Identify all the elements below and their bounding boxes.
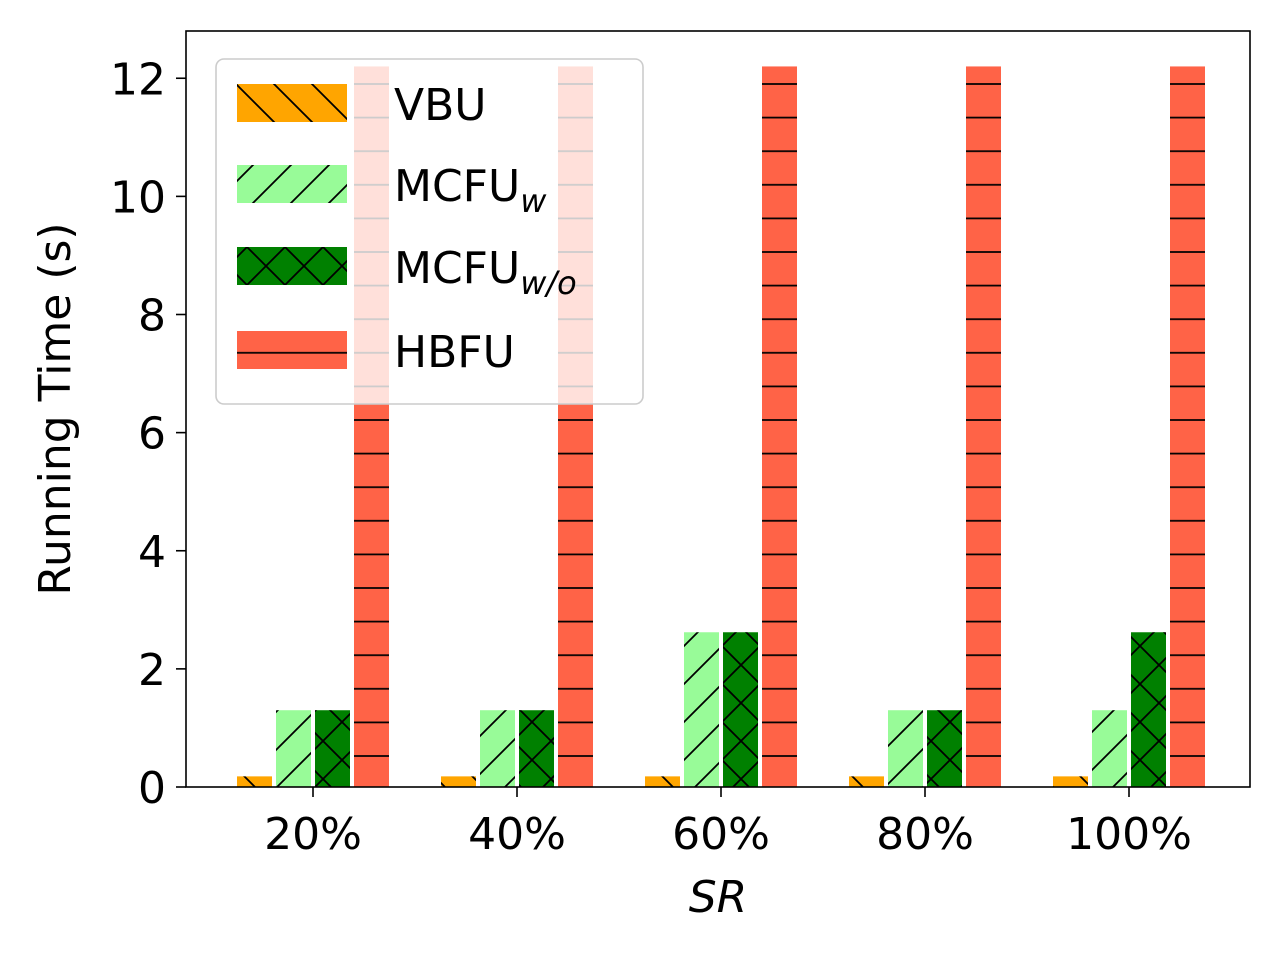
legend-label: VBU [394, 80, 487, 131]
y-tick-label: 6 [138, 409, 166, 460]
x-axis: 20% 40% 60% 80% 100% [264, 787, 1192, 860]
bar-mcfuw-2 [684, 632, 719, 787]
legend-label-subscript: w/o [520, 264, 577, 302]
legend-box [215, 58, 644, 405]
legend-swatch-hatch [237, 331, 347, 369]
y-tick-label: 4 [138, 527, 166, 578]
bar-hatch [519, 710, 554, 787]
bar-mcfuw-o-4 [1131, 632, 1166, 787]
x-tick-label: 60% [672, 809, 770, 860]
legend-label-main: HBFU [394, 327, 515, 378]
legend-label: HBFU [394, 327, 515, 378]
bar-hatch [645, 776, 680, 787]
bar-vbu-2 [645, 776, 680, 787]
legend-label: MCFUw [394, 161, 547, 220]
legend-swatch-hatch [237, 247, 347, 285]
bar-hbfu-2 [762, 66, 797, 787]
bar-hatch [237, 776, 272, 787]
bar-mcfuw-o-0 [315, 710, 350, 787]
x-tick-label: 100% [1066, 809, 1192, 860]
plot-frame [185, 30, 1251, 788]
x-tick-label: 40% [468, 809, 566, 860]
bar-hatch [1131, 632, 1166, 787]
bar-mcfuw-o-1 [519, 710, 554, 787]
legend-label: MCFUw/o [394, 243, 577, 302]
bar-hbfu-4 [1170, 66, 1205, 787]
bar-mcfuw-4 [1092, 710, 1127, 787]
x-tick-label: 80% [876, 809, 974, 860]
bar-hatch [849, 776, 884, 787]
bar-hatch [723, 632, 758, 787]
x-axis-title: SR [689, 872, 748, 923]
x-tick-label: 20% [264, 809, 362, 860]
y-tick-label: 2 [138, 645, 166, 696]
legend-label-main: MCFU [394, 161, 520, 212]
bar-mcfuw-1 [480, 710, 515, 787]
bar-hatch [966, 66, 1001, 787]
bar-hatch [684, 632, 719, 787]
legend-label-main: VBU [394, 80, 487, 131]
bar-hatch [762, 66, 797, 787]
bar-mcfuw-o-2 [723, 632, 758, 787]
y-tick-label: 10 [110, 172, 166, 223]
legend-label-main: MCFU [394, 243, 520, 294]
y-tick-label: 0 [138, 763, 166, 814]
legend-item: MCFUw [237, 161, 547, 220]
bar-mcfuw-0 [276, 710, 311, 787]
legend-label-subscript: w [520, 182, 547, 220]
bar-hatch [1170, 66, 1205, 787]
y-axis: 0 2 4 6 8 10 12 [110, 54, 186, 814]
y-axis-title: Running Time (s) [30, 222, 81, 595]
legend-item: MCFUw/o [237, 243, 577, 302]
bar-hatch [315, 710, 350, 787]
bar-hatch [441, 776, 476, 787]
legend-swatch-hatch [237, 84, 347, 122]
bar-hatch [927, 710, 962, 787]
bar-hatch [888, 710, 923, 787]
legend-item: VBU [237, 80, 487, 131]
bar-hatch [1092, 710, 1127, 787]
bar-mcfuw-o-3 [927, 710, 962, 787]
bar-hatch [1053, 776, 1088, 787]
bar-hatch [480, 710, 515, 787]
bar-hatch [276, 710, 311, 787]
bar-vbu-4 [1053, 776, 1088, 787]
legend-swatch-hatch [237, 165, 347, 203]
y-tick-label: 8 [138, 291, 166, 342]
bar-hbfu-3 [966, 66, 1001, 787]
bar-vbu-1 [441, 776, 476, 787]
bar-vbu-0 [237, 776, 272, 787]
legend-item: HBFU [237, 327, 515, 378]
bar-mcfuw-3 [888, 710, 923, 787]
y-tick-label: 12 [110, 54, 166, 105]
bar-vbu-3 [849, 776, 884, 787]
